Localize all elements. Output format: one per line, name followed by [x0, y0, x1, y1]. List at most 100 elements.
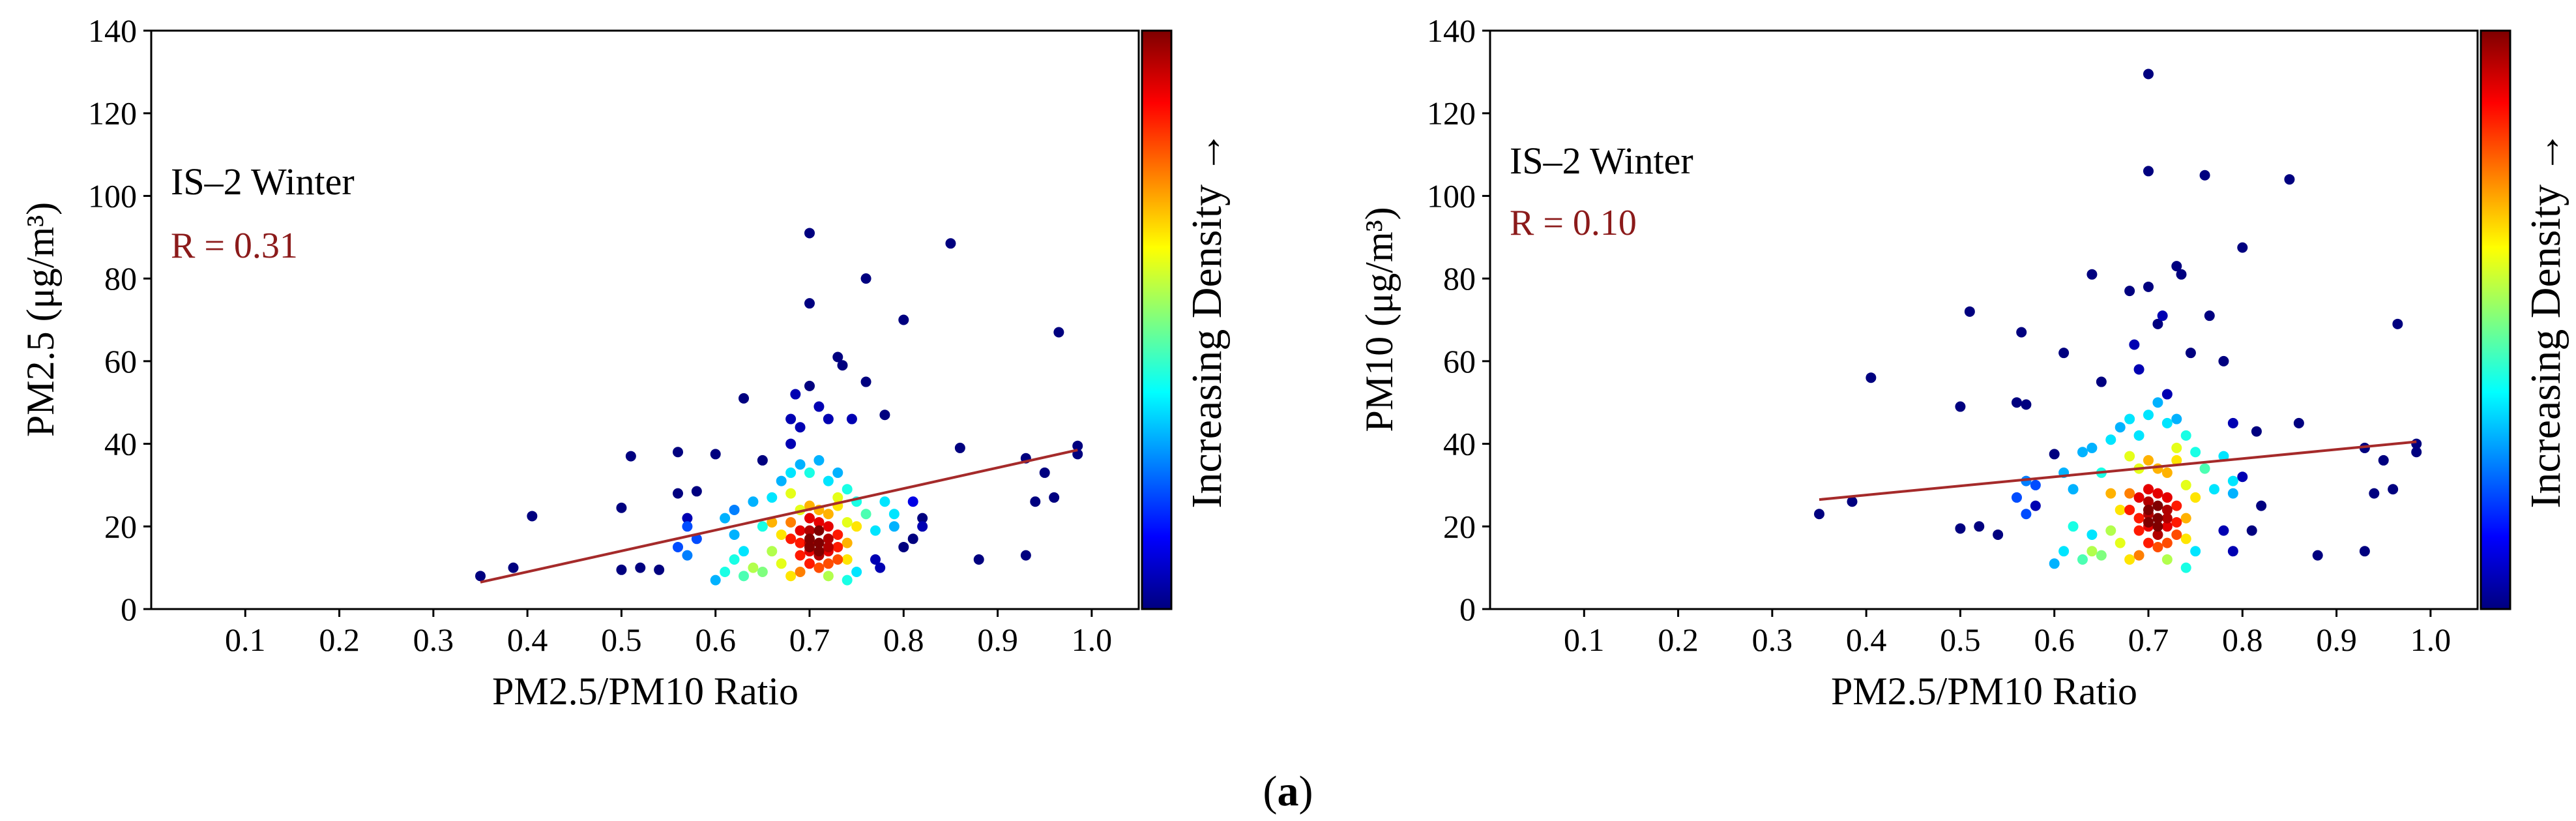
- left-scatter-point: [813, 516, 825, 528]
- right-y-axis-title: PM10 (μg/m³): [1358, 207, 1401, 432]
- right-scatter-point: [2086, 529, 2098, 540]
- right-scatter-point: [2180, 562, 2191, 573]
- right-scatter-point: [2227, 546, 2238, 557]
- left-scatter-point: [682, 521, 693, 532]
- right-scatter-point: [2143, 68, 2154, 80]
- right-y-tick-label: 20: [1443, 508, 1476, 545]
- left-scatter-point: [739, 393, 749, 404]
- left-scatter-point: [907, 496, 918, 507]
- left-scatter-point: [813, 401, 825, 412]
- right-x-tick-label: 0.4: [1846, 621, 1887, 658]
- right-scatter-point: [1974, 521, 1985, 532]
- right-y-tick-label: 40: [1443, 426, 1476, 462]
- right-scatter-point: [2133, 550, 2144, 561]
- left-scatter-point: [729, 504, 740, 515]
- right-scatter-point: [2012, 397, 2022, 408]
- right-scatter-point: [2171, 261, 2182, 272]
- right-scatter-point: [2161, 417, 2173, 428]
- left-scatter-point: [1039, 467, 1050, 478]
- left-scatter-point: [776, 475, 787, 486]
- left-scatter-point: [795, 566, 806, 577]
- right-scatter-point: [2209, 484, 2219, 495]
- right-panel-annotation: IS–2 Winter: [1510, 140, 1693, 182]
- right-scatter-point: [2227, 488, 2238, 499]
- left-scatter-point: [508, 562, 519, 573]
- right-scatter-point: [2171, 442, 2182, 453]
- right-scatter-point: [2152, 513, 2163, 524]
- right-scatter-point: [2030, 500, 2041, 511]
- left-scatter-point: [888, 521, 900, 532]
- right-scatter-point: [2180, 533, 2191, 545]
- right-x-tick-label: 0.2: [1658, 621, 1699, 658]
- right-scatter-point: [1847, 496, 1858, 507]
- right-scatter-point: [2218, 451, 2229, 462]
- left-scatter-point: [837, 360, 848, 371]
- left-scatter-point: [785, 516, 797, 528]
- left-scatter-point: [710, 449, 721, 460]
- left-scatter-point: [870, 554, 881, 565]
- right-scatter-point: [2152, 488, 2163, 499]
- left-y-tick-label: 20: [104, 508, 137, 545]
- left-scatter-point: [710, 575, 721, 586]
- left-scatter-point: [907, 533, 918, 545]
- left-y-tick-label: 0: [121, 591, 137, 627]
- right-y-tick-label: 100: [1427, 177, 1476, 214]
- left-scatter-point: [795, 537, 806, 548]
- left-scatter-point: [795, 550, 806, 561]
- right-scatter-point: [2021, 509, 2032, 520]
- left-scatter-point: [691, 486, 702, 497]
- right-scatter-point: [2086, 546, 2098, 557]
- right-scatter-point: [2124, 286, 2135, 297]
- left-scatter-point: [879, 410, 890, 421]
- left-regression-line: [480, 449, 1078, 584]
- right-scatter-point: [2161, 554, 2173, 565]
- left-scatter-point: [757, 566, 768, 577]
- right-scatter-point: [2021, 399, 2032, 410]
- right-y-tick-label: 140: [1427, 12, 1476, 49]
- right-scatter-point: [2161, 467, 2173, 478]
- right-scatter-point: [2190, 492, 2201, 503]
- left-scatter-point: [851, 566, 862, 577]
- right-scatter-point: [2077, 447, 2088, 458]
- right-scatter-point: [1866, 372, 1877, 383]
- left-scatter-point: [898, 541, 909, 552]
- right-colorbar-label: Increasing Density →: [2522, 130, 2569, 508]
- right-scatter-point: [2204, 310, 2215, 321]
- left-scatter-point: [682, 550, 693, 561]
- left-scatter-point: [888, 509, 900, 520]
- left-scatter-point: [795, 459, 806, 470]
- left-colorbar-label: Increasing Density →: [1183, 130, 1231, 508]
- left-scatter-point: [748, 496, 759, 507]
- left-panel-annotation: IS–2 Winter: [171, 160, 355, 203]
- left-scatter-point: [785, 413, 797, 425]
- right-scatter-point: [2180, 430, 2191, 441]
- left-scatter-point: [804, 513, 815, 524]
- right-scatter-point: [2161, 389, 2173, 400]
- left-scatter-point: [842, 554, 853, 565]
- left-scatter-point: [804, 541, 815, 552]
- left-scatter-point: [823, 571, 834, 582]
- left-scatter-point: [823, 533, 834, 545]
- left-scatter-point: [785, 488, 797, 499]
- right-scatter-point: [2359, 546, 2370, 557]
- right-scatter-point: [2190, 546, 2201, 557]
- left-scatter-point: [842, 575, 853, 586]
- right-scatter-point: [2251, 426, 2262, 437]
- left-scatter-point: [823, 475, 834, 486]
- left-scatter-point: [842, 537, 853, 548]
- left-scatter-point: [973, 554, 984, 565]
- right-scatter-point: [2171, 500, 2182, 511]
- left-scatter-point: [616, 564, 627, 575]
- right-scatter-point: [2161, 504, 2173, 515]
- right-x-ticks: 0.1 0.2 0.3 0.4 0.5 0.6 0.7 0.8 0.9 1.0: [1564, 609, 2451, 658]
- left-scatter-point: [790, 389, 801, 400]
- right-scatter-point: [2096, 550, 2107, 561]
- right-scatter-point: [2161, 521, 2173, 532]
- left-scatter-point: [832, 467, 843, 478]
- left-scatter-point: [767, 516, 778, 528]
- right-scatter-point: [2180, 513, 2191, 524]
- left-x-tick-label: 0.6: [695, 621, 736, 658]
- left-scatter-point: [870, 525, 881, 536]
- left-x-tick-label: 0.4: [507, 621, 548, 658]
